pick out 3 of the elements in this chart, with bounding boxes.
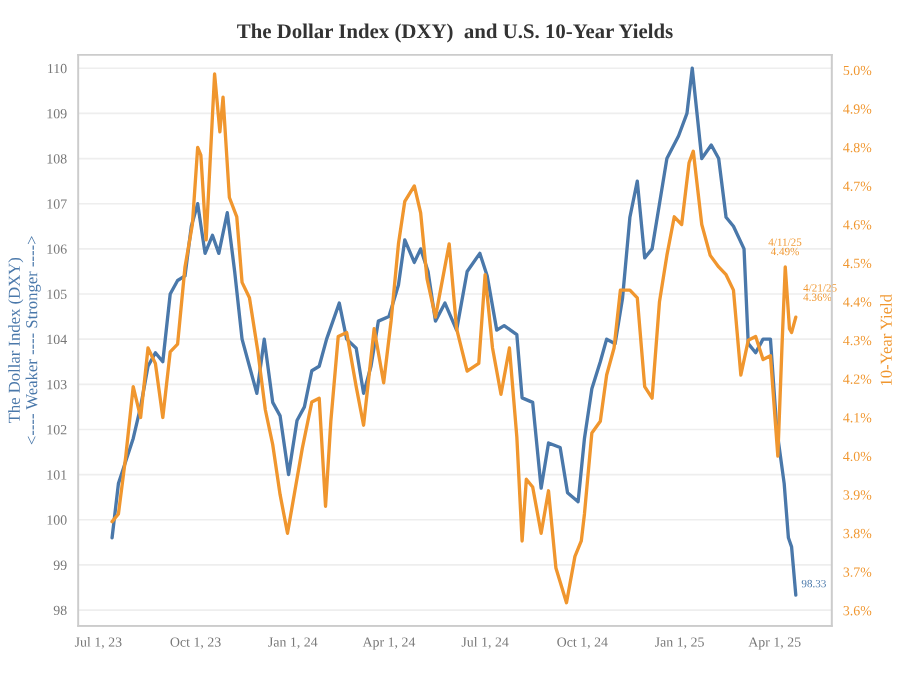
y-axis-title: The Dollar Index (DXY) <---- Weaker ---- Stronger ----> [8, 236, 41, 445]
y2-axis-title: 10-Year Yield [880, 294, 892, 386]
chart-title: The Dollar Index (DXY) and U.S. 10-Year Yields [237, 23, 673, 43]
